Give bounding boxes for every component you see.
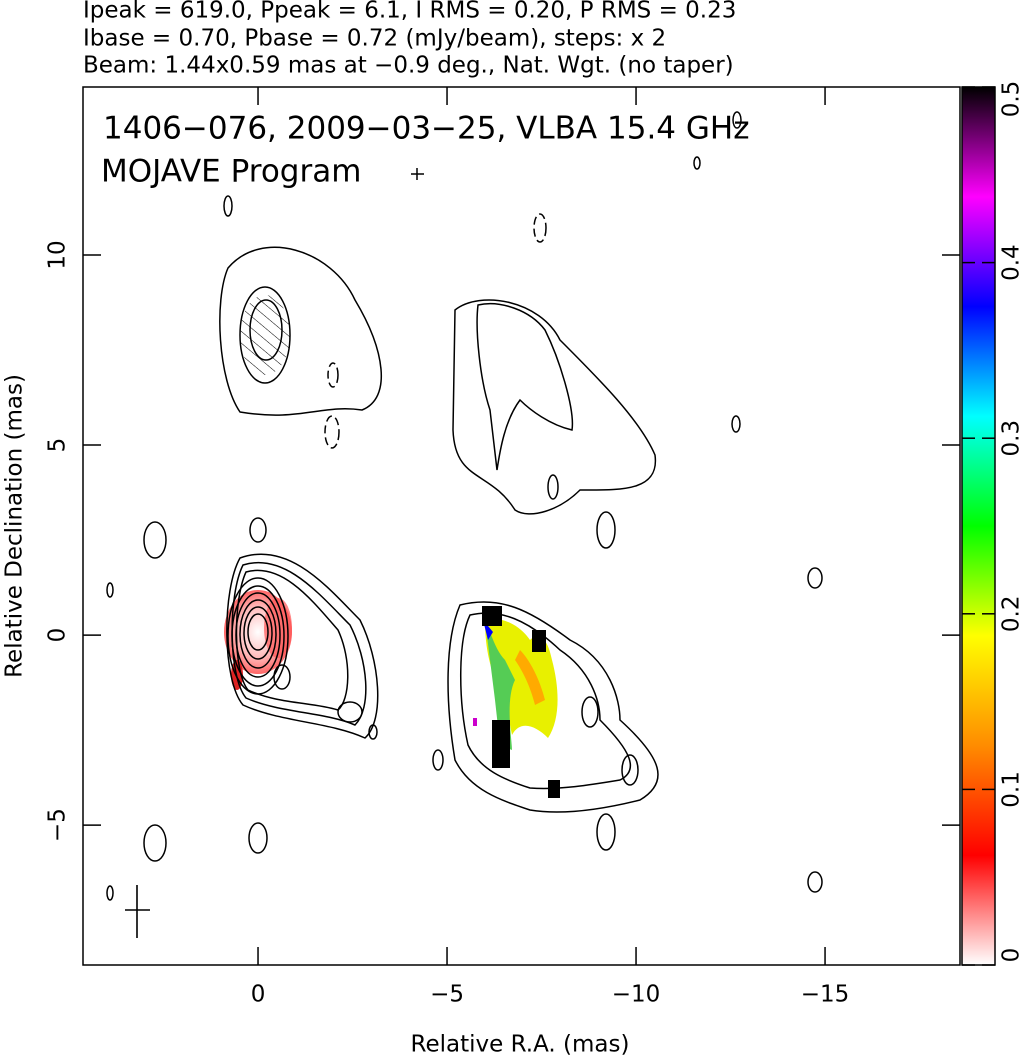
contour (534, 214, 546, 242)
contour (250, 518, 266, 542)
colorbar-tick-label: 0.3 (999, 420, 1022, 457)
contour (274, 665, 290, 689)
colorbar-tick-label: 0.5 (999, 81, 1022, 118)
header-line: Ibase = 0.70, Pbase = 0.72 (mJy/beam), s… (83, 26, 666, 52)
plot-title: 1406−076, 2009−03−25, VLBA 15.4 GHz (103, 111, 749, 147)
contour (249, 823, 267, 853)
contour (597, 512, 615, 548)
header-line: Beam: 1.44x0.59 mas at −0.9 deg., Nat. W… (83, 53, 734, 79)
contour (694, 157, 700, 169)
contour (433, 750, 443, 770)
beam (125, 885, 150, 938)
x-tick-label: 0 (251, 982, 266, 1008)
plot-content (107, 112, 822, 938)
y-tick-label: 5 (45, 438, 71, 453)
y-tick-label: −5 (45, 808, 71, 842)
x-tick-label: −5 (430, 982, 464, 1008)
x-tick-label: −15 (801, 982, 850, 1008)
colorbar-tick-label: 0.2 (999, 596, 1022, 633)
contour (328, 363, 338, 387)
x-tick-label: −10 (612, 982, 661, 1008)
plot-frame (83, 87, 960, 965)
colorbar-tick-label: 0 (999, 948, 1022, 963)
marker (411, 168, 424, 180)
y-axis-label: Relative Declination (mas) (2, 374, 28, 678)
x-axis-label: Relative R.A. (mas) (411, 1032, 630, 1058)
colorbar (962, 87, 995, 965)
pol-jet (473, 718, 477, 726)
pol-jet (482, 606, 502, 626)
contour (808, 872, 822, 892)
colorbar-tick-label: 0.1 (999, 771, 1022, 808)
contour (144, 825, 166, 861)
contour (325, 416, 339, 448)
contour (582, 697, 598, 727)
header-line: Ipeak = 619.0, Ppeak = 6.1, I RMS = 0.20… (83, 0, 736, 24)
contour (224, 196, 232, 216)
y-tick-label: 0 (45, 628, 71, 643)
contour (144, 522, 166, 558)
colorbar-tick-label: 0.4 (999, 244, 1022, 281)
pol-jet (492, 720, 510, 768)
contour (808, 568, 822, 588)
contour (107, 886, 113, 900)
contour (548, 475, 558, 499)
contour (732, 416, 740, 432)
plot-subtitle: MOJAVE Program (101, 154, 361, 190)
contour (597, 814, 615, 850)
contour (107, 583, 113, 597)
hatch (477, 304, 572, 470)
contour (453, 300, 655, 514)
y-tick-label: 10 (45, 240, 71, 269)
contour (338, 702, 362, 722)
